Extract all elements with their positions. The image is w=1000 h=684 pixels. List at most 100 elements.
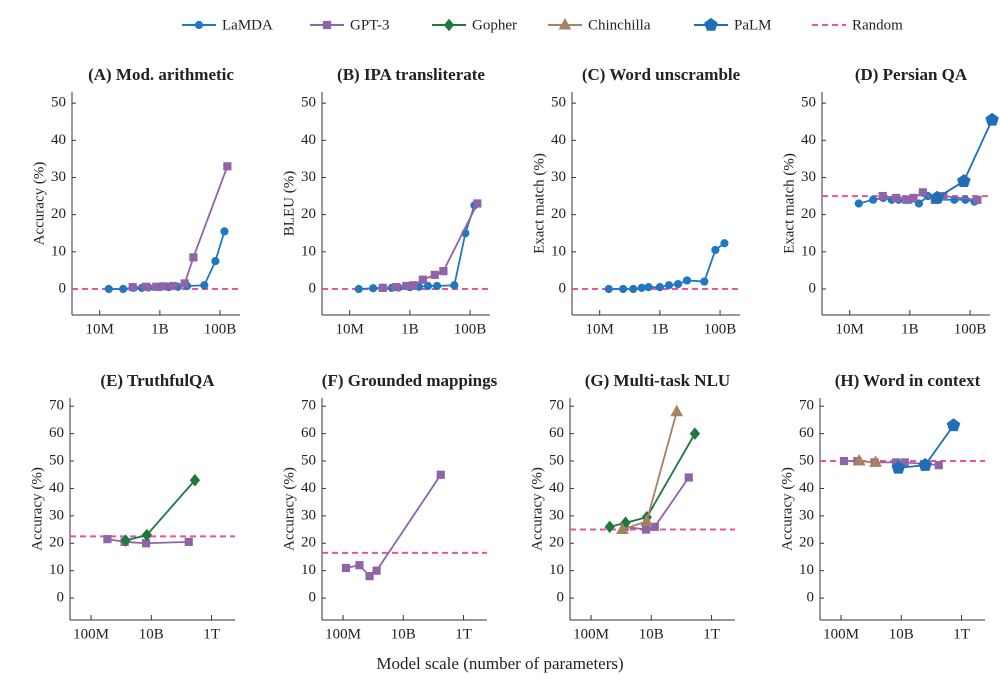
y-tick-label: 70 [549,398,564,414]
y-tick-label: 70 [49,398,64,414]
point [934,461,943,470]
y-tick-label: 0 [807,590,815,606]
series-line [609,433,696,528]
chart-title: (D) Persian QA [855,65,968,84]
y-tick-label: 20 [49,535,64,551]
y-tick-label: 30 [549,507,564,523]
x-tick-label: 100B [954,321,987,337]
point [700,277,709,286]
point [103,535,112,544]
point [689,427,701,440]
chart-title: (F) Grounded mappings [322,371,498,390]
point [640,514,653,526]
point [423,281,433,291]
legend-label: Gopher [472,17,517,33]
point [973,195,982,204]
y-tick-label: 60 [799,425,814,441]
point [637,283,646,292]
point [341,563,351,573]
point [957,174,971,187]
y-tick-label: 10 [801,243,816,259]
series-line [624,476,690,531]
point [142,282,151,291]
point [670,404,684,417]
y-tick-label: 60 [301,425,316,441]
y-tick-label: 0 [809,280,817,296]
series-line [125,479,196,542]
legend-marker [558,17,572,30]
series-line [358,205,476,290]
chart-title: (A) Mod. arithmetic [88,65,234,84]
y-tick-label: 60 [549,425,564,441]
y-tick-label: 60 [49,425,64,441]
point [369,284,378,293]
y-axis-title: Exact match (%) [781,153,797,254]
x-tick-label: 1T [703,626,720,642]
y-tick-label: 0 [309,280,317,296]
legend-marker [194,20,204,30]
x-tick-label: 10B [391,626,416,642]
y-tick-label: 0 [57,590,65,606]
point [650,522,659,531]
point [128,283,137,292]
y-tick-label: 40 [801,132,816,148]
point [372,566,381,575]
y-axis-title: Accuracy (%) [529,467,545,551]
point [902,195,911,204]
point [159,282,168,291]
x-tick-label: 1T [455,626,472,642]
point [961,195,970,204]
y-tick-label: 30 [49,507,64,523]
x-tick-label: 100B [704,321,737,337]
y-tick-label: 40 [551,132,566,148]
x-tick-label: 10M [836,321,864,337]
y-tick-label: 10 [301,243,316,259]
y-tick-label: 30 [301,169,316,185]
x-tick-label: 10B [889,626,914,642]
point [141,528,152,542]
point [854,199,863,208]
point [378,283,387,292]
y-tick-label: 0 [557,590,565,606]
y-tick-label: 0 [559,280,567,296]
legend-label: GPT-3 [350,17,389,33]
point [104,284,113,294]
y-axis-title: Exact match (%) [531,153,547,254]
y-tick-label: 40 [549,480,564,496]
y-axis-title: Accuracy (%) [779,467,795,551]
point [189,473,201,487]
y-tick-label: 50 [549,452,564,468]
y-tick-label: 20 [551,206,566,222]
point [946,418,961,432]
legend-label: PaLM [734,17,772,33]
x-tick-label: 1T [203,626,220,642]
y-tick-label: 0 [309,590,317,606]
point [909,193,918,203]
legend-label: LaMDA [222,17,273,33]
x-tick-label: 10M [86,321,114,337]
point [684,473,693,482]
y-tick-label: 40 [49,480,64,496]
chart-title: (H) Word in context [835,371,981,390]
point [604,520,615,534]
point [629,284,638,294]
y-tick-label: 70 [799,398,814,414]
x-tick-label: 1T [953,626,970,642]
chart-title: (E) TruthfulQA [100,371,215,390]
x-tick-label: 100M [325,626,361,642]
legend-label: Random [852,17,903,33]
x-tick-label: 10M [336,321,364,337]
y-tick-label: 10 [549,562,564,578]
series-line [107,538,189,545]
point [439,267,448,276]
point [392,283,401,292]
point [152,282,161,291]
y-tick-label: 50 [51,95,66,111]
point [682,276,692,285]
y-tick-label: 10 [49,562,64,578]
point [641,525,651,534]
point [402,281,411,291]
point [354,284,363,294]
y-tick-label: 50 [301,95,316,111]
